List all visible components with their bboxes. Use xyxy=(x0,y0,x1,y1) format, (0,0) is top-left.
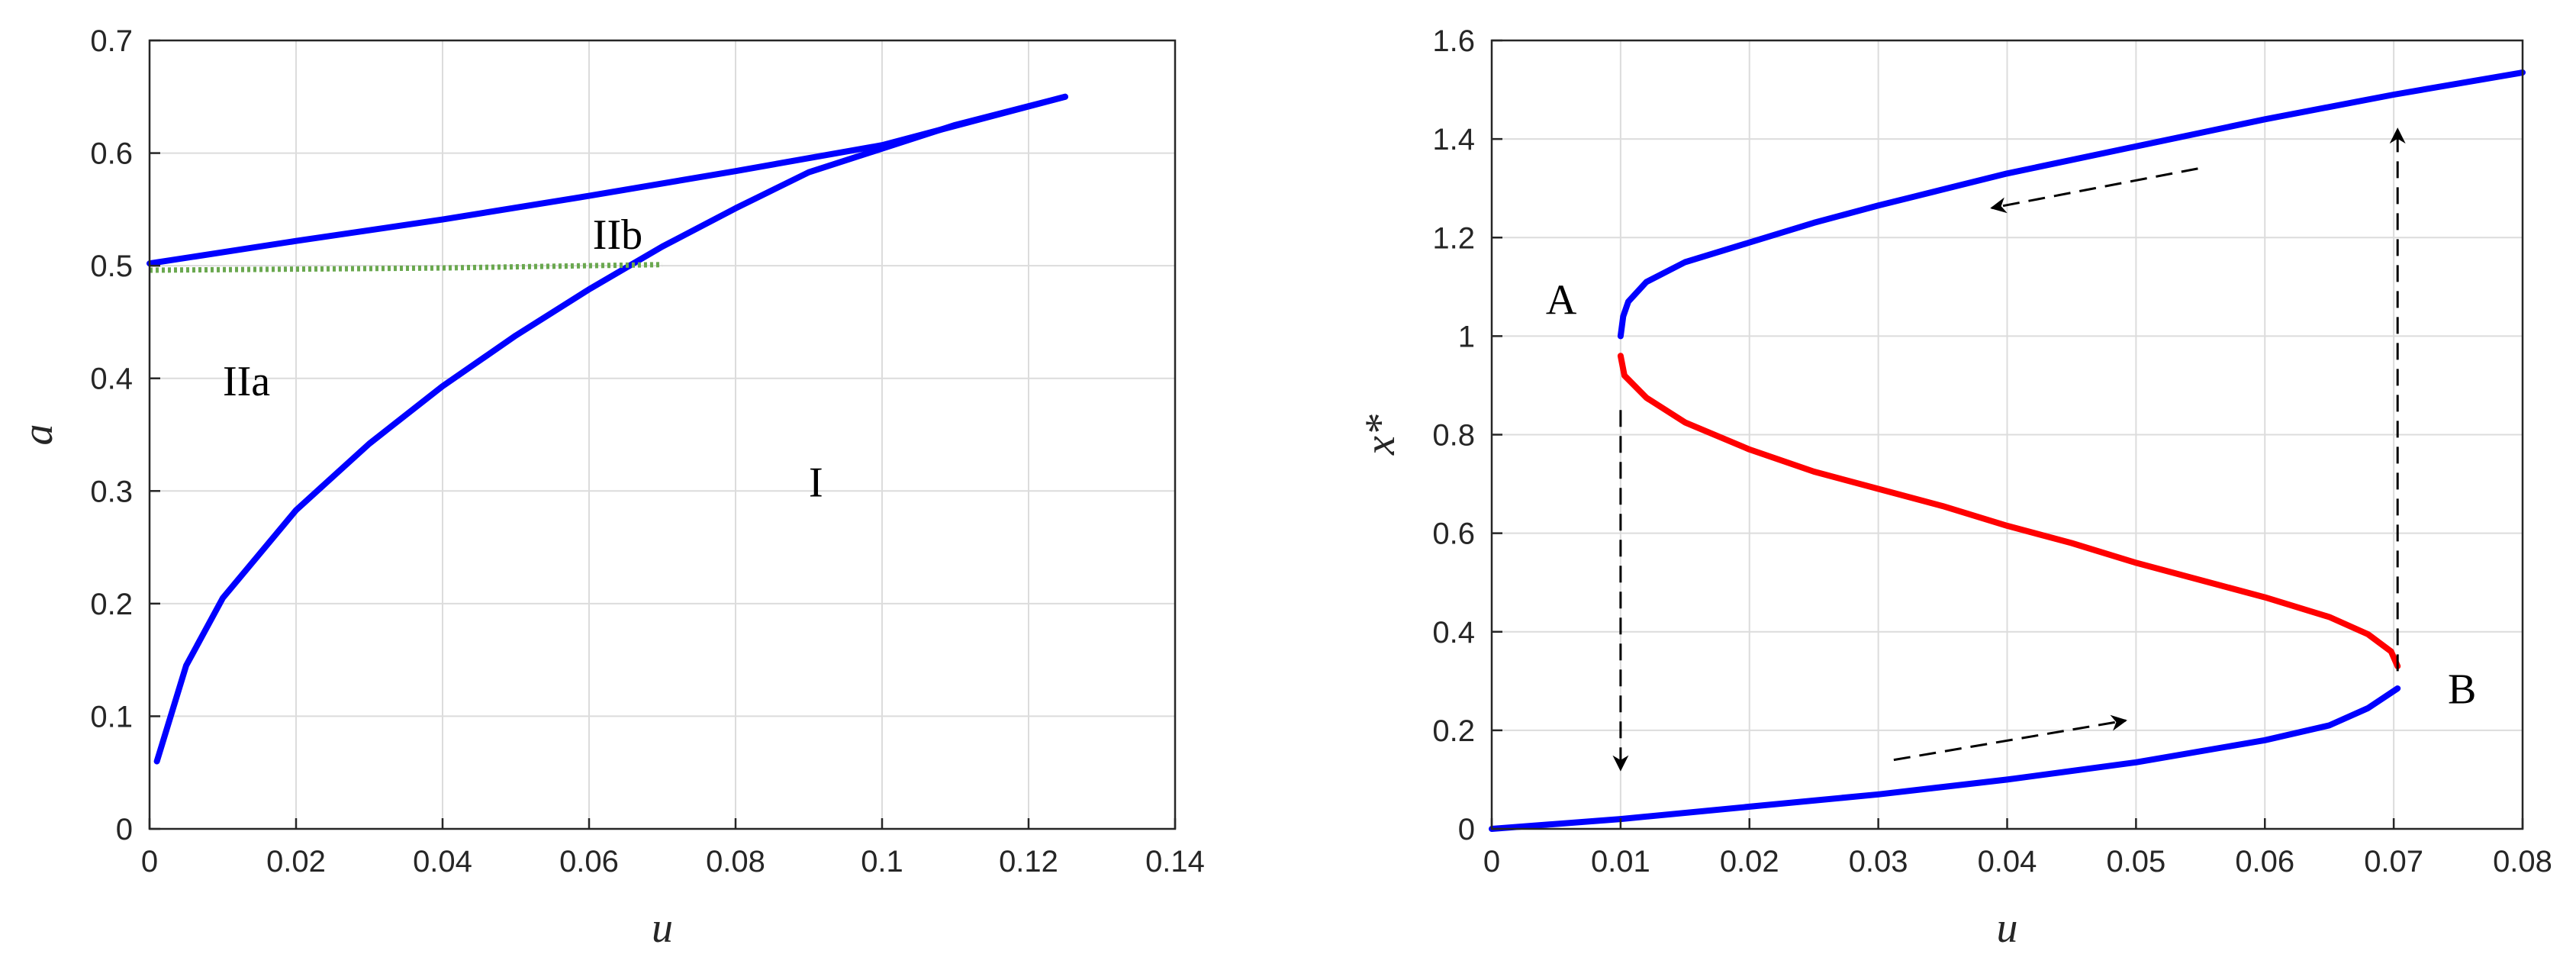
right-chart-y-ticks: 0 0.2 0.4 0.6 0.8 1 1.2 1.4 1.6 xyxy=(1432,24,1502,846)
right-chart-y-tick-label: 0.6 xyxy=(1432,517,1475,551)
right-chart-series-line-3 xyxy=(1489,685,2401,832)
right-chart-y-tick-label: 1.4 xyxy=(1432,123,1475,156)
left-chart-x-tick-label: 0 xyxy=(141,845,158,878)
right-chart-y-tick-label: 0.8 xyxy=(1432,419,1475,453)
left-chart-x-tick-label: 0.08 xyxy=(706,845,765,878)
right-chart-y-tick-label: 0.2 xyxy=(1432,714,1475,748)
right-chart-transition-arrow xyxy=(1990,167,2198,214)
left-chart-y-tick-label: 0.5 xyxy=(90,250,133,283)
left-chart-x-tick-label: 0.12 xyxy=(999,845,1058,878)
right-chart-transition-arrow xyxy=(1893,714,2127,762)
right-chart-x-tick-label: 0.04 xyxy=(1978,845,2037,878)
right-chart-x-axis-label: u xyxy=(1997,904,2018,952)
left-chart-annotation: IIb xyxy=(593,211,642,259)
right-chart-x-tick-label: 0.07 xyxy=(2364,845,2423,878)
left-chart-y-axis-label: a xyxy=(14,424,62,446)
right-chart-y-tick-label: 1.6 xyxy=(1432,24,1475,58)
left-chart-series-line-1 xyxy=(147,93,1068,267)
left-chart-x-tick-label: 0.14 xyxy=(1145,845,1205,878)
right-chart-y-tick-label: 1.2 xyxy=(1432,221,1475,255)
left-chart: 0 0.02 0.04 0.06 0.08 0.1 0.12 0.14 00.10.20.30… xyxy=(14,24,1205,952)
left-chart-y-tick-label: 0.1 xyxy=(90,700,133,733)
right-chart-y-tick-label: 0 xyxy=(1458,813,1475,846)
right-chart-y-tick-label: 0.4 xyxy=(1432,616,1475,650)
right-chart: 0 0.01 0.02 0.03 0.04 0.05 0.06 0.07 0.08 0 0.2 0.… xyxy=(1357,24,2552,952)
left-chart-y-tick-label: 0.4 xyxy=(90,363,133,396)
left-chart-x-tick-label: 0.04 xyxy=(413,845,472,878)
left-chart-x-axis-label: u xyxy=(652,904,673,952)
right-chart-x-tick-label: 0.02 xyxy=(1720,845,1779,878)
right-chart-arrows xyxy=(1612,127,2406,772)
right-chart-x-tick-label: 0.05 xyxy=(2106,845,2165,878)
left-chart-y-tick-label: 0.7 xyxy=(90,24,133,58)
right-chart-y-axis-label: x* xyxy=(1357,414,1404,456)
right-chart-x-tick-label: 0 xyxy=(1483,845,1500,878)
right-chart-annotation: A xyxy=(1546,276,1577,324)
left-chart-series-line-2 xyxy=(153,93,1068,765)
left-chart-y-ticks: 0 0.1 0.2 0.3 0.4 0.5 0.6 0.7 xyxy=(90,24,160,846)
left-chart-frame xyxy=(148,39,1177,830)
left-chart-grid xyxy=(149,40,1176,830)
right-chart-series-line-2 xyxy=(1617,353,2401,669)
left-chart-series-line-3 xyxy=(149,262,663,273)
right-chart-series xyxy=(1489,69,2526,832)
left-chart-y-tick-label: 0.2 xyxy=(90,588,133,621)
right-chart-x-tick-label: 0.06 xyxy=(2235,845,2294,878)
left-chart-y-tick-label: 0.6 xyxy=(90,137,133,171)
left-chart-y-tick-label: 0 xyxy=(116,813,133,846)
right-chart-y-tick-label: 1 xyxy=(1458,320,1475,353)
left-chart-x-tick-label: 0.02 xyxy=(266,845,326,878)
right-chart-series-line-1 xyxy=(1617,69,2526,340)
right-chart-annotation: B xyxy=(2448,666,2476,713)
left-chart-x-tick-label: 0.1 xyxy=(861,845,903,878)
right-chart-x-tick-label: 0.08 xyxy=(2493,845,2552,878)
right-chart-annotations: AB xyxy=(1546,276,2476,713)
left-chart-annotations: IIb IIa I xyxy=(223,211,823,507)
left-chart-y-tick-label: 0.3 xyxy=(90,475,133,508)
right-chart-x-ticks: 0 0.01 0.02 0.03 0.04 0.05 0.06 0.07 0.08 xyxy=(1483,818,2552,878)
right-chart-x-tick-label: 0.01 xyxy=(1591,845,1650,878)
left-chart-series xyxy=(147,93,1068,765)
left-chart-annotation: IIa xyxy=(223,358,270,405)
left-chart-annotation: I xyxy=(809,459,823,507)
left-chart-x-tick-label: 0.06 xyxy=(559,845,619,878)
right-chart-x-tick-label: 0.03 xyxy=(1849,845,1908,878)
left-chart-x-ticks: 0 0.02 0.04 0.06 0.08 0.1 0.12 0.14 xyxy=(141,818,1205,878)
